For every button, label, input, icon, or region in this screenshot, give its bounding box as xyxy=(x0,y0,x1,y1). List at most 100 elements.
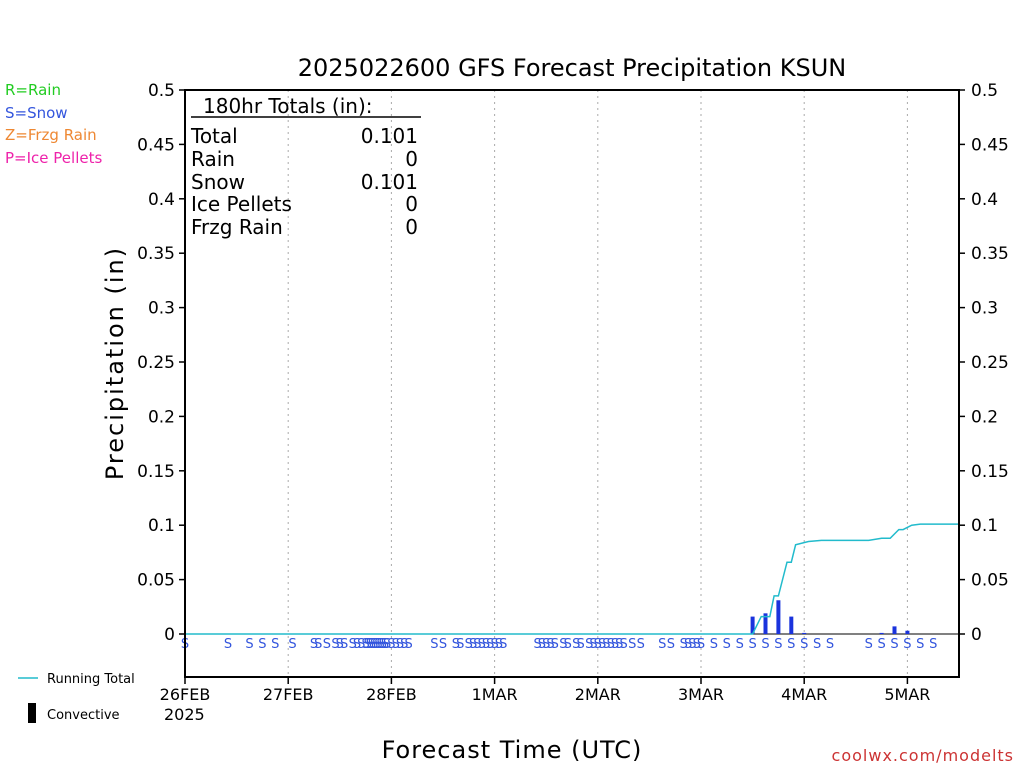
snow-marker: S xyxy=(439,637,447,652)
snow-marker: S xyxy=(349,637,357,652)
snow-marker: S xyxy=(736,637,744,652)
snow-marker: S xyxy=(710,637,718,652)
y-tick-label-right: 0.3 xyxy=(971,299,998,319)
snow-marker: S xyxy=(538,637,546,652)
snow-marker: S xyxy=(331,637,339,652)
snow-marker: S xyxy=(377,637,385,652)
snow-marker: S xyxy=(258,637,266,652)
year-label: 2025 xyxy=(164,705,205,724)
snow-marker: S xyxy=(826,637,834,652)
snow-marker: S xyxy=(598,637,606,652)
snow-marker: S xyxy=(245,637,253,652)
y-tick-label-right: 0.5 xyxy=(971,81,998,101)
snow-marker: S xyxy=(667,637,675,652)
snow-marker: S xyxy=(813,637,821,652)
totals-value-total: 0.101 xyxy=(361,124,418,148)
precip-bar xyxy=(879,632,884,634)
snow-marker: S xyxy=(684,637,692,652)
snow-marker: S xyxy=(271,637,279,652)
snow-marker: S xyxy=(929,637,937,652)
snow-marker: S xyxy=(430,637,438,652)
snow-marker: S xyxy=(379,637,387,652)
snow-marker: S xyxy=(495,637,503,652)
snow-marker: S xyxy=(486,637,494,652)
x-tick-label: 3MAR xyxy=(678,685,724,704)
snow-marker: S xyxy=(619,637,627,652)
running-total-line xyxy=(185,523,959,635)
snow-marker: S xyxy=(865,637,873,652)
snow-marker: S xyxy=(370,637,378,652)
snow-marker: S xyxy=(361,637,369,652)
snow-marker: S xyxy=(787,637,795,652)
x-tick-label: 4MAR xyxy=(781,685,827,704)
snow-marker: S xyxy=(542,637,550,652)
snow-marker: S xyxy=(559,637,567,652)
x-tick-label: 28FEB xyxy=(366,685,417,704)
y-tick-label-left: 0 xyxy=(164,625,175,645)
precip-bar xyxy=(802,632,807,634)
snow-marker: S xyxy=(658,637,666,652)
y-tick-label-left: 0.1 xyxy=(148,516,175,536)
snow-marker: S xyxy=(357,637,365,652)
snow-marker: S xyxy=(551,637,559,652)
snow-marker: S xyxy=(748,637,756,652)
snow-marker: S xyxy=(372,637,380,652)
snow-marker: S xyxy=(572,637,580,652)
totals-label-ice-pellets: Ice Pellets xyxy=(191,192,292,216)
snow-marker: S xyxy=(693,637,701,652)
snow-marker: S xyxy=(340,637,348,652)
snow-marker: S xyxy=(564,637,572,652)
snow-marker: S xyxy=(607,637,615,652)
x-tick-label: 26FEB xyxy=(160,685,211,704)
snow-marker: S xyxy=(381,637,389,652)
snow-marker: S xyxy=(469,637,477,652)
snow-marker: S xyxy=(576,637,584,652)
snow-marker: S xyxy=(628,637,636,652)
snow-marker: S xyxy=(546,637,554,652)
y-tick-label-left: 0.25 xyxy=(137,353,175,373)
y-tick-label-right: 0.1 xyxy=(971,516,998,536)
snow-marker: S xyxy=(697,637,705,652)
y-tick-label-left: 0.15 xyxy=(137,462,175,482)
y-axis-label: Precipitation (in) xyxy=(101,246,129,480)
precip-bar xyxy=(892,626,897,634)
precip-bar xyxy=(763,613,768,634)
snow-marker: S xyxy=(688,637,696,652)
legend-key-ice-pellets: P=Ice Pellets xyxy=(5,149,103,167)
snow-marker: S xyxy=(224,637,232,652)
precip-bar xyxy=(750,616,755,634)
y-tick-label-left: 0.5 xyxy=(148,81,175,101)
snow-marker: S xyxy=(366,637,374,652)
snow-marker: S xyxy=(482,637,490,652)
convective-legend-label: Convective xyxy=(47,708,120,723)
x-tick-label: 1MAR xyxy=(472,685,518,704)
y-tick-label-left: 0.05 xyxy=(137,571,175,591)
y-tick-label-left: 0.45 xyxy=(137,135,175,155)
snow-marker: S xyxy=(374,637,382,652)
snow-marker: S xyxy=(533,637,541,652)
snow-marker: S xyxy=(478,637,486,652)
snow-marker: S xyxy=(353,637,361,652)
snow-marker: S xyxy=(456,637,464,652)
snow-marker: S xyxy=(615,637,623,652)
y-tick-label-right: 0.2 xyxy=(971,407,998,427)
totals-label-snow: Snow xyxy=(191,170,245,194)
snow-marker: S xyxy=(761,637,769,652)
y-tick-label-right: 0.35 xyxy=(971,244,1009,264)
x-tick-label: 5MAR xyxy=(884,685,930,704)
snow-marker: S xyxy=(680,637,688,652)
totals-value-snow: 0.101 xyxy=(361,170,418,194)
snow-marker: S xyxy=(723,637,731,652)
x-axis-ticks: 26FEB 27FEB 28FEB 1MAR 2MAR 3MAR 4MAR 5MAR xyxy=(160,677,930,704)
snow-marker: S xyxy=(400,637,408,652)
snow-marker: S xyxy=(490,637,498,652)
snow-marker: S xyxy=(310,637,318,652)
x-axis-label: Forecast Time (UTC) xyxy=(382,736,643,764)
y-tick-label-right: 0.15 xyxy=(971,462,1009,482)
legend-key-freezing-rain: Z=Frzg Rain xyxy=(5,126,97,144)
snow-marker: S xyxy=(611,637,619,652)
snow-marker: S xyxy=(585,637,593,652)
snow-marker: S xyxy=(903,637,911,652)
totals-heading: 180hr Totals (in): xyxy=(203,94,373,118)
